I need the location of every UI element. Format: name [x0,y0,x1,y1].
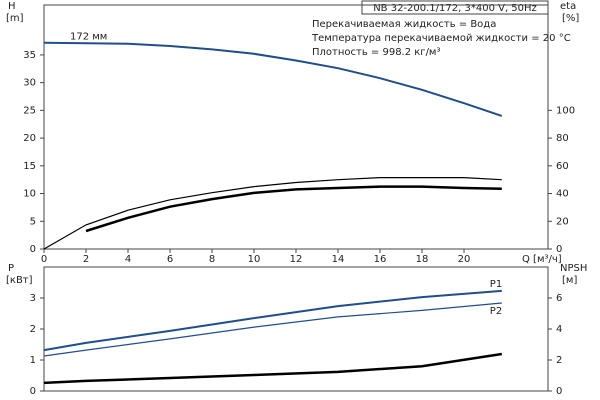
x-tick-label: 20 [458,254,471,265]
x-tick-label: 14 [332,254,345,265]
y2-tick-label: 2 [556,355,562,366]
note: Перекачиваемая жидкость = Вода [312,19,496,30]
y-axis-label: H [8,1,16,12]
y2-axis-label: eta [560,1,576,12]
x-tick-label: 8 [209,254,215,265]
curve [43,41,503,117]
x-tick-label: 16 [374,254,387,265]
y2-tick-label: 80 [556,133,569,144]
y2-tick-label: 20 [556,216,569,227]
y-tick-label: 25 [23,105,36,116]
y-tick-label: 35 [23,50,36,61]
curve [43,289,502,352]
y-tick-label: 2 [30,324,36,335]
y2-axis-label: NPSH [560,263,587,274]
y-axis-unit: [кВт] [6,275,33,286]
y2-axis-unit: [м] [562,275,577,286]
y2-tick-label: 6 [556,293,562,304]
y-tick-label: 20 [23,133,36,144]
curve-label: P1 [490,279,502,290]
y2-tick-label: 0 [556,244,562,255]
curve [43,352,502,385]
curve [43,177,502,250]
x-tick-label: 4 [125,254,131,265]
y2-tick-label: 60 [556,161,569,172]
y-tick-label: 15 [23,161,36,172]
x-tick-label: 18 [416,254,429,265]
x-tick-label: 10 [248,254,261,265]
y2-tick-label: 100 [556,105,575,116]
y-axis-label: P [8,263,14,274]
y2-tick-label: 4 [556,324,562,335]
x-tick-label: 2 [83,254,89,265]
y2-tick-label: 40 [556,189,569,200]
y-tick-label: 3 [30,293,36,304]
x-axis-label: Q [м³/ч] [522,254,562,265]
curve [43,302,502,357]
y-axis-unit: [m] [6,13,24,24]
note: Плотность = 998.2 кг/м³ [312,47,441,58]
y2-tick-label: 0 [556,386,562,397]
y-tick-label: 0 [30,244,36,255]
y-tick-label: 5 [30,216,36,227]
x-tick-label: 0 [41,254,47,265]
y2-axis-unit: [%] [562,13,579,24]
x-tick-label: 6 [167,254,173,265]
x-tick-label: 12 [290,254,303,265]
y-tick-label: 10 [23,189,36,200]
chart-title: NB 32-200.1/172, 3*400 V, 50Hz [373,3,537,14]
y-tick-label: 30 [23,78,36,89]
curve-label: 172 мм [70,32,107,43]
note: Температура перекачиваемой жидкости = 20… [311,33,571,44]
curve [85,185,502,233]
y-tick-label: 1 [30,355,36,366]
y-tick-label: 0 [30,386,36,397]
curve-label: P2 [490,306,502,317]
